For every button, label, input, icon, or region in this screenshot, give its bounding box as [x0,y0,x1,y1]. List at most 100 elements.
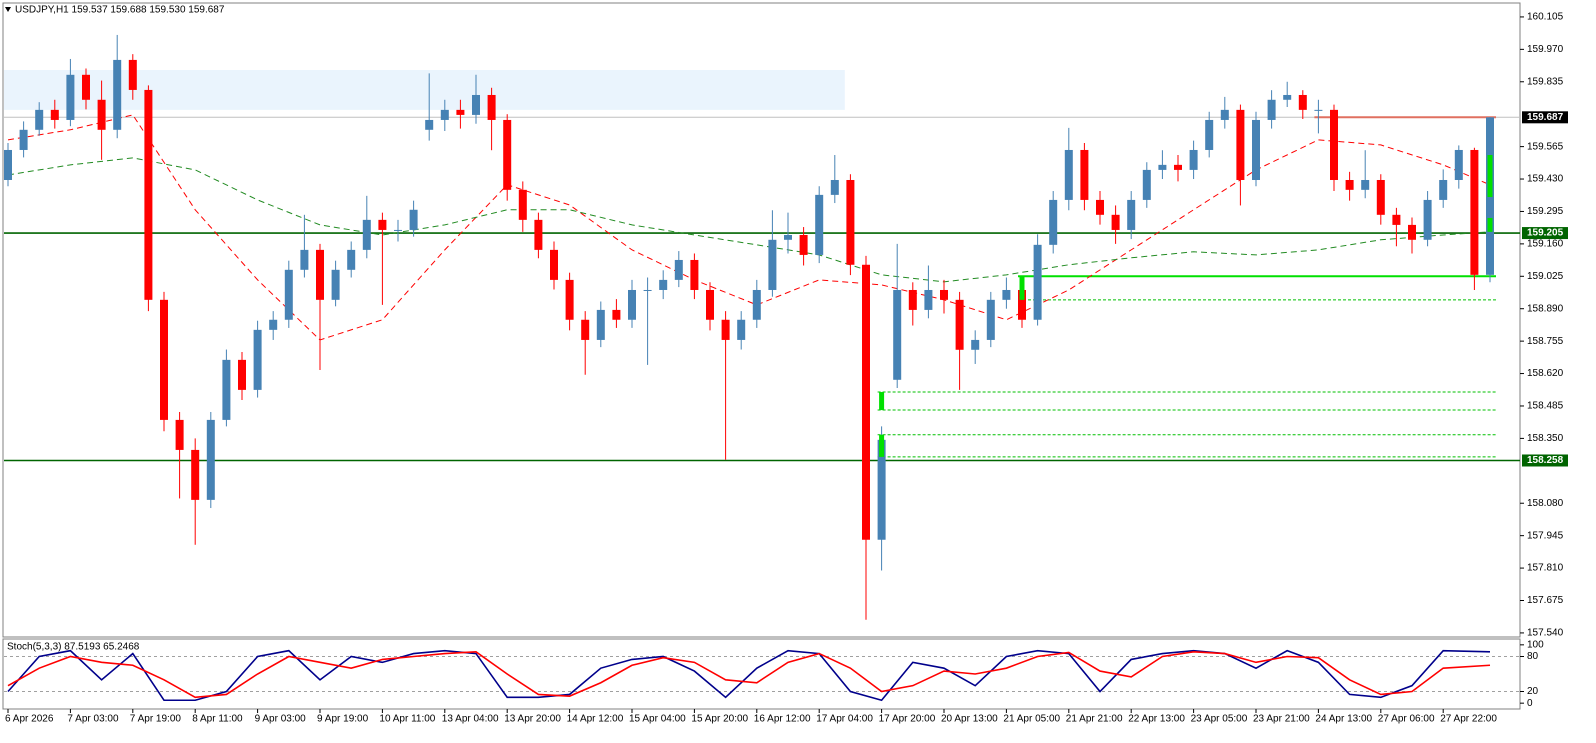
candle-body [1236,109,1245,180]
candle-body [1423,199,1432,240]
candle-body [1314,109,1323,111]
candle-body [300,249,309,270]
candle-body [97,99,106,130]
candle-body [128,59,137,90]
candle-body [1454,149,1463,180]
candle-body [503,119,512,190]
zone-box [1487,155,1493,198]
candle-body [628,289,636,320]
candle-body [113,59,122,130]
price-tag [1522,454,1568,467]
candle-body [1189,149,1198,170]
x-tick-label: 9 Apr 03:00 [255,714,307,725]
candle-body [4,149,12,180]
candle-body [612,309,621,320]
y-tick-label: 20 [1527,686,1539,697]
stoch-title: Stoch(5,3,3) 87.5193 65.2468 [7,642,140,653]
candle-body [238,359,246,390]
candle-body [378,219,387,230]
plot-layer: 160.105 159.970 159.835 159.565 159.430 159.2… [4,12,1564,725]
x-tick-label: 10 Apr 11:00 [379,714,435,725]
candle-body [222,359,231,420]
candle-body [862,264,870,540]
candle-body [1330,109,1338,180]
y-tick-label: 158.620 [1527,368,1564,379]
candle-body [659,279,668,290]
candle-body [66,74,75,120]
candle-body [1064,149,1073,200]
candle-body [35,109,44,130]
y-tick-label: 159.025 [1527,271,1564,282]
candle-body [1127,199,1136,230]
candle-body [1111,214,1120,230]
candle-body [893,289,902,380]
candle-body [144,89,153,300]
x-tick-label: 13 Apr 04:00 [442,714,499,725]
candle-body [690,259,699,290]
candle-body [269,319,278,330]
x-tick-label: 15 Apr 04:00 [629,714,686,725]
candle-body [19,129,28,150]
candle-body [846,179,855,265]
y-tick-label: 158.755 [1527,336,1564,347]
x-tick-label: 27 Apr 06:00 [1378,714,1435,725]
candle-body [425,119,434,130]
price-tag [1522,227,1568,240]
y-tick-label: 157.810 [1527,563,1564,574]
chart-title: USDJPY,H1 159.537 159.688 159.530 159.68… [15,5,225,16]
candle-body [1033,244,1042,320]
zone-box [879,434,885,457]
zone-box [1019,276,1025,300]
candle-body [1096,199,1104,215]
y-tick-label: 80 [1527,651,1539,662]
candle-body [986,299,995,340]
candle-body [1361,179,1370,190]
x-tick-label: 22 Apr 13:00 [1128,714,1185,725]
candle-body [1439,179,1448,200]
candle-body [737,319,746,340]
price-tag-label: 158.258 [1527,455,1564,466]
candle-body [487,94,496,120]
candle-body [175,419,184,450]
candle-body [191,449,200,500]
x-tick-label: 17 Apr 04:00 [816,714,873,725]
candle-body [472,94,480,115]
candle-body [534,219,543,250]
stoch-line [7,651,1491,699]
x-tick-label: 21 Apr 21:00 [1066,714,1123,725]
candle-body [581,319,590,340]
y-tick-label: 159.430 [1527,174,1564,185]
y-tick-label: 160.105 [1527,12,1564,23]
x-tick-label: 16 Apr 12:00 [754,714,811,725]
candle-body [1252,119,1260,180]
candle-body [1283,94,1292,100]
y-tick-label: 159.565 [1527,141,1564,152]
x-tick-label: 17 Apr 20:00 [879,714,936,725]
candle-body [1158,164,1167,170]
stoch-line [7,649,1491,702]
candle-body [799,234,808,255]
x-tick-label: 21 Apr 05:00 [1003,714,1060,725]
x-tick-label: 7 Apr 03:00 [67,714,119,725]
y-tick-label: 157.540 [1527,628,1564,639]
candle-body [752,289,761,320]
candle-body [1018,289,1026,320]
candle-body [1267,99,1276,120]
zone [4,70,845,110]
x-tick-label: 14 Apr 12:00 [567,714,624,725]
price-tag-label: 159.205 [1527,228,1564,239]
y-tick-label: 159.970 [1527,44,1564,55]
candle-body [284,269,293,320]
moving-average [7,157,1491,283]
candle-body [550,249,558,280]
candle-body [160,299,168,420]
candle-body [409,209,418,230]
candle-body [565,279,574,320]
x-tick-label: 23 Apr 05:00 [1191,714,1248,725]
candle-body [1392,214,1401,225]
candle-body [768,239,777,290]
x-tick-label: 15 Apr 20:00 [691,714,748,725]
price-tag-label: 159.687 [1527,112,1564,123]
candle-body [440,109,449,120]
candle-body [1049,199,1058,245]
